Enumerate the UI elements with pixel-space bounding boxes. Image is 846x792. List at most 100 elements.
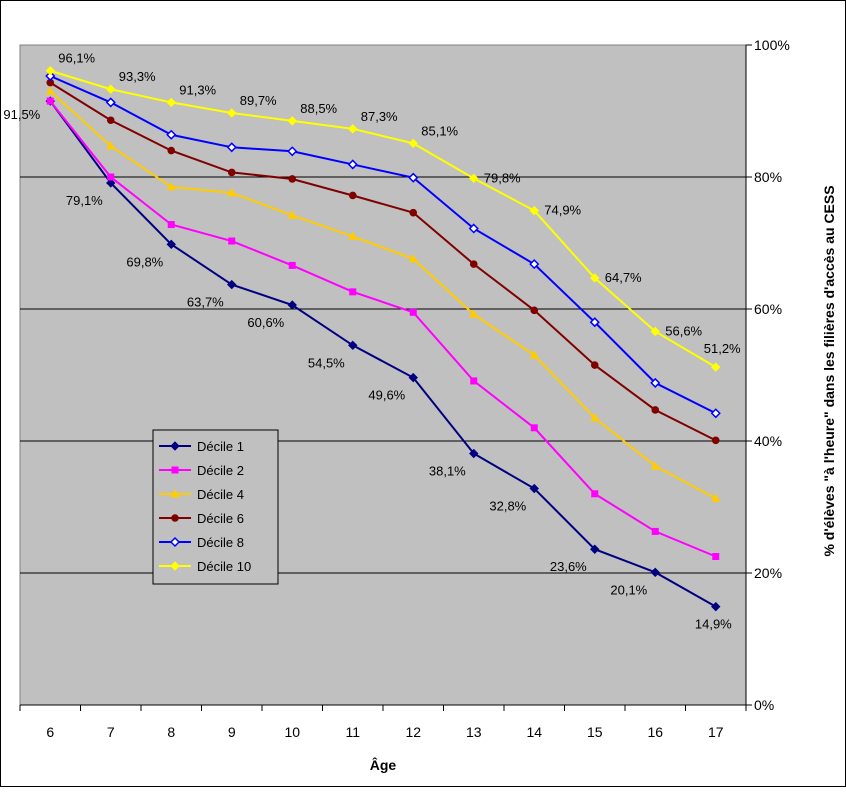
data-label: 74,9% — [544, 203, 581, 218]
data-label: 56,6% — [665, 323, 702, 338]
data-point — [468, 223, 479, 234]
data-point — [106, 178, 116, 188]
legend-label: Décile 2 — [197, 463, 244, 478]
legend-item: Décile 10 — [159, 559, 251, 574]
data-point — [348, 124, 358, 134]
data-point — [105, 97, 116, 108]
data-point — [227, 108, 237, 118]
data-point — [711, 493, 721, 502]
data-point — [529, 483, 539, 494]
legend-item: Décile 1 — [159, 439, 244, 454]
data-point — [650, 326, 660, 337]
data-label: 64,7% — [605, 270, 642, 285]
data-label: 88,5% — [300, 101, 337, 116]
data-point — [166, 181, 176, 191]
data-point — [469, 260, 478, 268]
axes: 0% 20% 40% 60% 80% 100% 6 7 8 9 10 11 12 13 14 15 16 17 — [19, 37, 790, 740]
data-point — [590, 273, 600, 283]
x-tick-label: 17 — [708, 724, 724, 740]
data-point — [46, 78, 55, 87]
data-point — [227, 187, 237, 197]
data-label: 87,3% — [361, 109, 398, 124]
legend-marker — [170, 489, 180, 498]
series-line — [49, 90, 717, 500]
data-point — [711, 436, 720, 445]
x-tick-label: 11 — [345, 724, 360, 740]
data-label: 96,1% — [58, 51, 95, 66]
data-point — [710, 408, 721, 419]
data-point — [228, 237, 236, 245]
legend-box — [152, 429, 279, 585]
data-point — [470, 377, 478, 385]
x-tick-label: 9 — [228, 724, 236, 740]
data-label: 38,1% — [429, 464, 466, 479]
data-point — [46, 97, 54, 105]
data-point — [348, 191, 357, 200]
plot-area — [19, 44, 747, 706]
data-point — [530, 306, 539, 315]
legend-item: Décile 6 — [159, 511, 244, 526]
data-point — [166, 97, 176, 108]
data-point — [590, 412, 600, 422]
data-point — [469, 309, 479, 318]
data-point — [469, 173, 479, 184]
data-point — [590, 544, 600, 554]
series-line — [49, 69, 717, 368]
legend-label: Décile 10 — [197, 559, 251, 574]
data-point — [287, 116, 297, 126]
x-tick-label: 14 — [526, 724, 542, 740]
legend-marker — [169, 536, 181, 548]
data-label: 54,5% — [308, 355, 345, 370]
y-axis-title: % d'élèves "à l'heure" dans les filières… — [821, 185, 837, 556]
series-line — [49, 100, 717, 558]
data-label: 20,1% — [610, 582, 647, 597]
data-point — [106, 116, 115, 125]
data-label: 91,5% — [3, 107, 40, 122]
legend-item: Décile 2 — [159, 463, 244, 478]
data-point — [348, 231, 358, 240]
data-point — [348, 340, 358, 351]
data-point — [409, 208, 418, 217]
y-tick-label: 80% — [754, 169, 782, 185]
legend-item: Décile 4 — [159, 487, 244, 502]
x-tick-label: 10 — [284, 724, 300, 740]
data-point — [287, 300, 297, 310]
data-point — [711, 601, 721, 612]
data-point — [711, 362, 721, 372]
data-point — [712, 553, 720, 560]
data-point — [287, 210, 297, 219]
data-point — [106, 140, 116, 150]
y-tick-label: 0% — [754, 697, 774, 713]
legend-marker — [170, 441, 180, 451]
data-point — [530, 424, 538, 432]
plot-background — [19, 44, 747, 706]
data-point — [651, 527, 659, 535]
data-point — [45, 86, 55, 95]
x-tick-label: 15 — [587, 724, 603, 740]
legend: Décile 1 Décile 2 Décile 4 Décile 6 Décile 8… — [152, 429, 279, 585]
data-point — [288, 261, 296, 269]
legend-marker — [171, 466, 179, 474]
data-label: 63,7% — [187, 295, 224, 310]
data-point — [287, 146, 298, 157]
data-point — [408, 138, 418, 149]
data-point — [227, 168, 236, 177]
data-label: 14,9% — [695, 617, 732, 632]
data-point — [529, 205, 539, 216]
data-point — [529, 350, 539, 359]
data-point — [166, 239, 176, 250]
data-label: 91,3% — [179, 82, 216, 97]
x-tick-label: 16 — [647, 724, 663, 740]
data-label: 51,2% — [704, 341, 741, 356]
y-tick-label: 40% — [754, 433, 782, 449]
legend-label: Décile 1 — [197, 439, 244, 454]
data-label: 23,6% — [550, 559, 587, 574]
data-point — [590, 361, 599, 369]
legend-label: Décile 6 — [197, 511, 244, 526]
data-point — [347, 159, 358, 170]
series-line — [49, 75, 717, 415]
x-axis-title: Âge — [370, 756, 397, 773]
data-label: 93,3% — [119, 69, 156, 84]
data-point — [106, 84, 116, 94]
